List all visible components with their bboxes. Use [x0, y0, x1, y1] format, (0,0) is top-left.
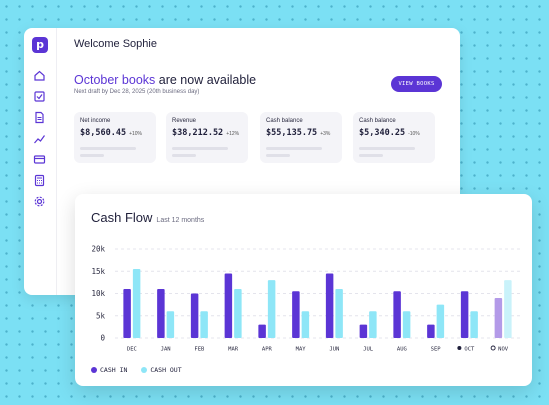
kpi-card[interactable]: Cash balance $55,135.75 +3% — [260, 112, 342, 163]
kpi-delta: +10% — [129, 131, 142, 137]
cash-flow-card: Cash Flow Last 12 months 20k 15k 10k 5k 0 DEC J… — [75, 194, 532, 386]
legend-dot — [91, 367, 97, 373]
kpi-delta: +3% — [320, 131, 331, 137]
sidebar: p — [24, 28, 57, 295]
bar-cash-out[interactable] — [470, 311, 478, 338]
x-tick-label: OCT — [464, 347, 475, 353]
bar-cash-in[interactable] — [224, 273, 233, 338]
placeholder-line — [80, 147, 136, 150]
bar-cash-in[interactable] — [258, 324, 266, 338]
view-books-button[interactable]: VIEW BOOKS — [391, 76, 442, 92]
legend-cash-out[interactable]: CASH OUT — [141, 366, 182, 374]
next-draft-note: Next draft by Dec 28, 2025 (20th busines… — [74, 89, 200, 95]
legend-dot — [141, 367, 148, 373]
x-tick-label: MAR — [228, 347, 239, 353]
cash-flow-subtitle: Last 12 months — [156, 217, 205, 224]
headline-rest: are now available — [155, 73, 257, 87]
x-tick-label: JAN — [161, 347, 171, 353]
kpi-value: $38,212.52 +12% — [172, 128, 239, 138]
app-logo[interactable]: p — [32, 37, 48, 53]
chart-legend: CASH IN CASH OUT — [91, 366, 192, 374]
checklist-icon[interactable] — [33, 90, 46, 103]
bar-cash-out[interactable] — [436, 304, 445, 338]
kpi-label: Cash balance — [359, 118, 396, 124]
legend-cash-in[interactable]: CASH IN — [91, 366, 127, 374]
placeholder-line — [359, 147, 415, 150]
chart-icon[interactable] — [33, 132, 46, 145]
cash-flow-heading: Cash Flow — [91, 210, 153, 225]
document-icon[interactable] — [33, 111, 46, 124]
bar-cash-out[interactable] — [402, 311, 411, 338]
books-headline: October books are now available — [74, 73, 256, 87]
bar-cash-out[interactable] — [200, 311, 208, 338]
placeholder-line — [266, 154, 290, 157]
kpi-card[interactable]: Net income $8,560.45 +10% — [74, 112, 156, 163]
kpi-delta: +12% — [226, 131, 240, 137]
bar-cash-in[interactable] — [157, 289, 165, 338]
y-tick-label: 5k — [96, 311, 106, 320]
kpi-label: Revenue — [172, 118, 197, 124]
kpi-card[interactable]: Revenue $38,212.52 +12% — [166, 112, 248, 163]
calculator-icon[interactable] — [33, 174, 46, 187]
bar-cash-out[interactable] — [301, 311, 310, 338]
bar-cash-in[interactable] — [190, 293, 199, 339]
kpi-amount: $5,340.25 — [359, 128, 406, 138]
bar-cash-in[interactable] — [123, 289, 131, 338]
kpi-value: $8,560.45 +10% — [80, 128, 142, 138]
x-tick-label: SEP — [431, 347, 442, 353]
placeholder-line — [266, 147, 322, 150]
period-marker — [490, 345, 496, 351]
x-tick-label: DEC — [127, 347, 137, 353]
bar-cash-out[interactable] — [166, 311, 175, 338]
bar-cash-in[interactable] — [359, 324, 368, 338]
placeholder-line — [172, 154, 196, 157]
bar-cash-out[interactable] — [132, 269, 141, 338]
x-tick-label: FEB — [194, 347, 205, 353]
x-tick-label: NOV — [498, 347, 509, 353]
bar-cash-out[interactable] — [234, 289, 242, 338]
kpi-value: $55,135.75 +3% — [266, 128, 330, 138]
y-tick-label: 20k — [91, 245, 105, 254]
bar-cash-out[interactable] — [369, 311, 377, 338]
cash-flow-chart: 20k 15k 10k 5k 0 DEC JAN FEB MAR APR MAY JUN JUL AUG S… — [91, 245, 520, 353]
bar-cash-in[interactable] — [460, 291, 469, 338]
gear-icon[interactable] — [33, 195, 46, 208]
home-icon[interactable] — [33, 69, 46, 82]
bar-cash-in[interactable] — [494, 297, 503, 338]
bar-cash-in[interactable] — [393, 291, 401, 338]
placeholder-line — [359, 154, 383, 157]
headline-accent: October books — [74, 73, 156, 87]
y-tick-label: 0 — [100, 334, 105, 343]
welcome-title: Welcome Sophie — [74, 38, 157, 50]
y-tick-label: 10k — [91, 289, 105, 298]
bar-cash-out[interactable] — [335, 289, 343, 338]
kpi-label: Net income — [80, 118, 111, 124]
legend-label: CASH OUT — [150, 366, 182, 374]
kpi-delta: -10% — [408, 131, 420, 137]
legend-label: CASH IN — [100, 366, 128, 374]
placeholder-line — [172, 147, 228, 150]
period-marker — [457, 346, 462, 350]
bar-cash-in[interactable] — [292, 291, 300, 338]
x-tick-label: MAY — [296, 347, 307, 353]
kpi-amount: $55,135.75 — [266, 128, 318, 138]
bar-cash-out[interactable] — [267, 280, 276, 338]
x-tick-label: JUL — [363, 347, 374, 353]
x-tick-label: JUN — [329, 347, 339, 353]
kpi-label: Cash balance — [266, 118, 303, 124]
kpi-value: $5,340.25 -10% — [359, 128, 420, 138]
x-tick-label: APR — [262, 347, 273, 353]
bar-cash-in[interactable] — [325, 273, 334, 338]
card-icon[interactable] — [33, 153, 46, 166]
kpi-amount: $8,560.45 — [80, 128, 127, 138]
y-tick-label: 15k — [91, 267, 105, 276]
x-tick-label: AUG — [397, 347, 407, 353]
kpi-amount: $38,212.52 — [172, 128, 224, 138]
placeholder-line — [80, 154, 104, 157]
kpi-card[interactable]: Cash balance $5,340.25 -10% — [353, 112, 435, 163]
cash-flow-title: Cash Flow Last 12 months — [91, 210, 204, 225]
bar-cash-in[interactable] — [427, 324, 435, 338]
bar-cash-out[interactable] — [504, 280, 512, 338]
